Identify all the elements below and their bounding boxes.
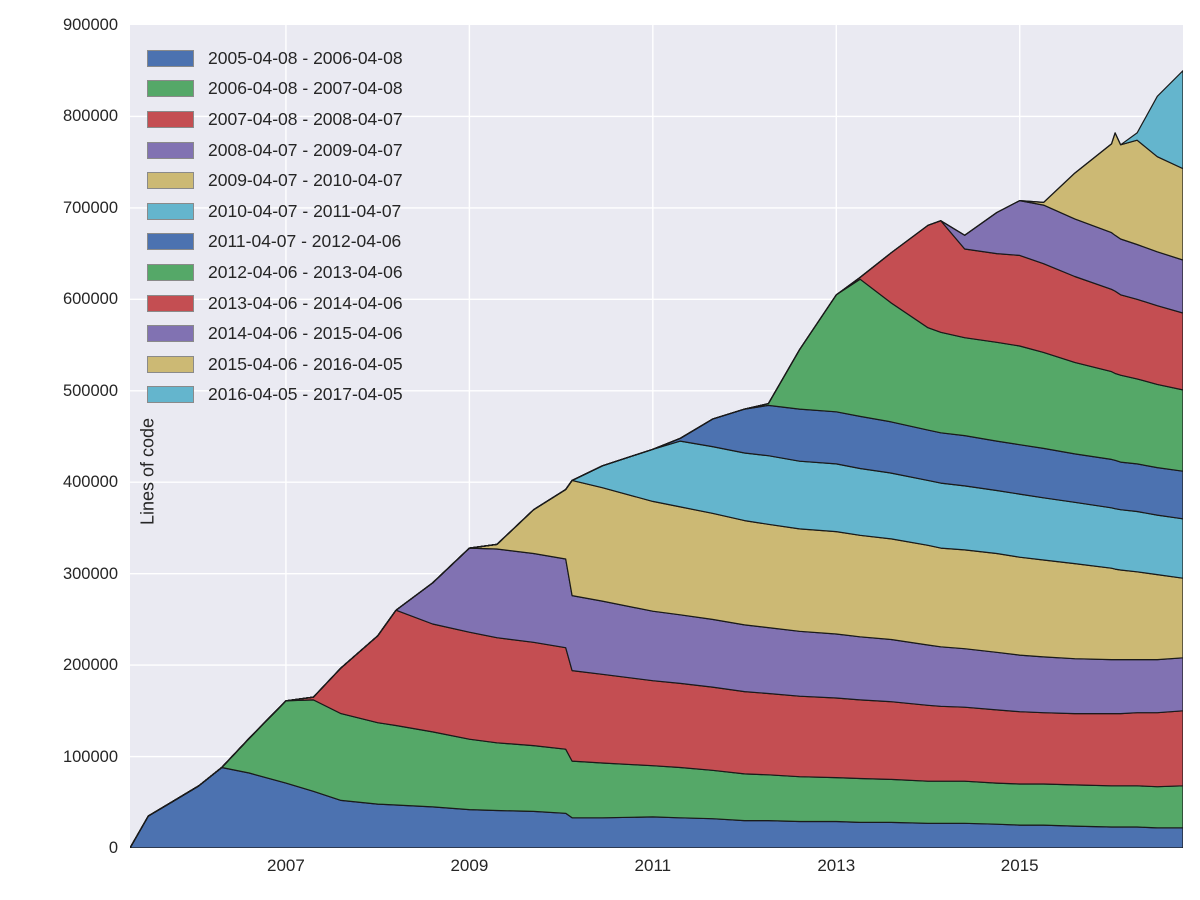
legend-label: 2006-04-08 - 2007-04-08 bbox=[208, 78, 403, 99]
y-tick-label: 800000 bbox=[62, 107, 118, 126]
legend: 2005-04-08 - 2006-04-08 2006-04-08 - 2007… bbox=[147, 43, 403, 410]
legend-item: 2016-04-05 - 2017-04-05 bbox=[147, 380, 403, 411]
x-tick-label: 2011 bbox=[634, 856, 672, 875]
legend-swatch bbox=[147, 325, 194, 343]
legend-label: 2011-04-07 - 2012-04-06 bbox=[208, 231, 402, 252]
legend-swatch bbox=[147, 263, 194, 281]
legend-swatch bbox=[147, 110, 194, 128]
legend-label: 2008-04-07 - 2009-04-07 bbox=[208, 139, 403, 160]
legend-swatch bbox=[147, 355, 194, 373]
y-tick-label: 900000 bbox=[62, 16, 118, 34]
legend-item: 2006-04-08 - 2007-04-08 bbox=[147, 74, 403, 105]
plot-area: 2005-04-08 - 2006-04-08 2006-04-08 - 2007… bbox=[130, 25, 1183, 848]
legend-swatch bbox=[147, 49, 194, 67]
legend-label: 2005-04-08 - 2006-04-08 bbox=[208, 47, 403, 68]
x-tick-label: 2013 bbox=[817, 856, 856, 875]
y-axis-title: Lines of code bbox=[137, 417, 158, 526]
legend-label: 2013-04-06 - 2014-04-06 bbox=[208, 292, 403, 313]
legend-label: 2009-04-07 - 2010-04-07 bbox=[208, 170, 403, 191]
y-tick-label: 0 bbox=[108, 839, 118, 857]
legend-label: 2012-04-06 - 2013-04-06 bbox=[208, 261, 403, 282]
y-tick-label: 100000 bbox=[62, 747, 118, 766]
y-tick-label: 700000 bbox=[62, 198, 118, 217]
legend-label: 2014-04-06 - 2015-04-06 bbox=[208, 323, 403, 344]
legend-item: 2013-04-06 - 2014-04-06 bbox=[147, 288, 403, 319]
legend-swatch bbox=[147, 202, 194, 220]
stacked-area-chart bbox=[130, 25, 1183, 848]
y-tick-label: 500000 bbox=[62, 381, 118, 400]
legend-item: 2009-04-07 - 2010-04-07 bbox=[147, 165, 403, 196]
x-tick-label: 2015 bbox=[1000, 856, 1039, 875]
y-tick-label: 300000 bbox=[62, 564, 118, 583]
legend-swatch bbox=[147, 172, 194, 190]
legend-label: 2015-04-06 - 2016-04-05 bbox=[208, 353, 403, 374]
legend-item: 2007-04-08 - 2008-04-07 bbox=[147, 104, 403, 135]
legend-item: 2010-04-07 - 2011-04-07 bbox=[147, 196, 403, 227]
legend-swatch bbox=[147, 80, 194, 98]
legend-item: 2005-04-08 - 2006-04-08 bbox=[147, 43, 403, 74]
legend-label: 2016-04-05 - 2017-04-05 bbox=[208, 384, 403, 405]
legend-item: 2015-04-06 - 2016-04-05 bbox=[147, 349, 403, 380]
y-tick-label: 400000 bbox=[62, 473, 118, 492]
legend-swatch bbox=[147, 141, 194, 159]
legend-swatch bbox=[147, 233, 194, 251]
legend-item: 2014-04-06 - 2015-04-06 bbox=[147, 318, 403, 349]
legend-swatch bbox=[147, 386, 194, 404]
y-tick-label: 600000 bbox=[62, 290, 118, 309]
x-tick-label: 2007 bbox=[267, 856, 305, 875]
legend-swatch bbox=[147, 294, 194, 312]
x-tick-label: 2009 bbox=[450, 856, 489, 875]
y-tick-label: 200000 bbox=[62, 656, 118, 675]
area-layer-11 bbox=[130, 70, 1183, 848]
legend-label: 2010-04-07 - 2011-04-07 bbox=[208, 200, 402, 221]
legend-item: 2012-04-06 - 2013-04-06 bbox=[147, 257, 403, 288]
legend-item: 2008-04-07 - 2009-04-07 bbox=[147, 135, 403, 166]
legend-item: 2011-04-07 - 2012-04-06 bbox=[147, 227, 403, 258]
legend-label: 2007-04-08 - 2008-04-07 bbox=[208, 108, 403, 129]
